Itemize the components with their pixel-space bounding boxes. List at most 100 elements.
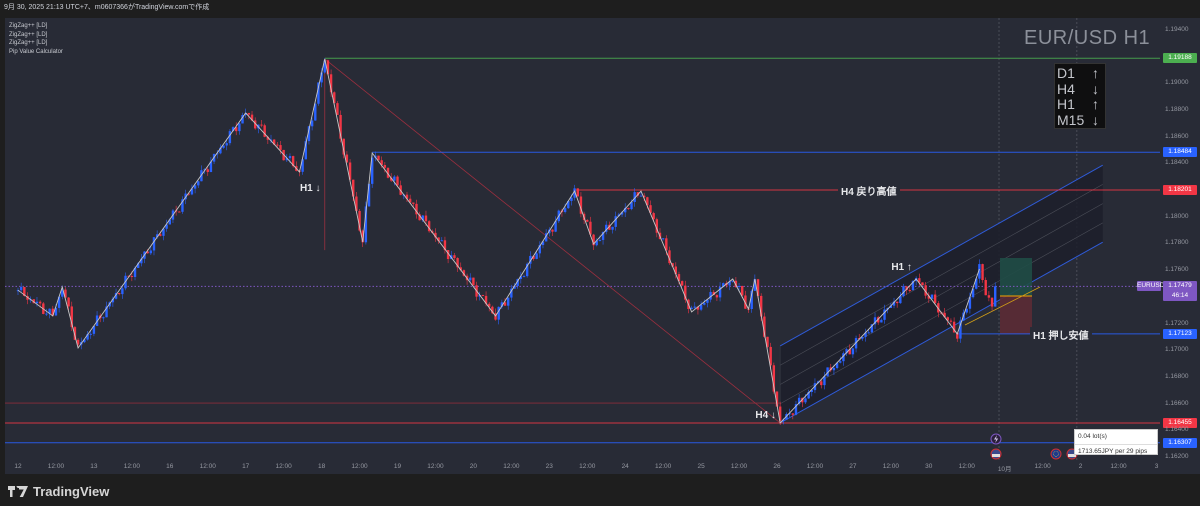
candle (854, 335, 858, 353)
candle-body (266, 136, 270, 140)
tradingview-logo[interactable]: TradingView (8, 484, 109, 499)
price-level-label: 1.16455 (1163, 417, 1197, 428)
legend-item[interactable]: ZigZag++ [LD] (9, 40, 48, 46)
candle (519, 271, 523, 284)
candle-body (86, 334, 89, 340)
candle-body (434, 232, 437, 238)
candle-body (393, 176, 396, 181)
candle-body (665, 238, 668, 251)
candle-body (386, 167, 390, 178)
time-tick: 25 (697, 463, 705, 470)
candle-body (190, 188, 194, 195)
time-tick: 17 (242, 463, 250, 470)
legend-item[interactable]: ZigZag++ [LD] (9, 31, 48, 38)
candle (696, 306, 700, 315)
price-axis[interactable] (1160, 18, 1200, 474)
candle (899, 292, 902, 304)
tf-label: D1 (1057, 65, 1075, 81)
candle-body (589, 221, 592, 235)
candle (655, 217, 659, 238)
candle (766, 336, 769, 349)
channel-lower-line (779, 241, 1103, 424)
candle-body (102, 317, 105, 319)
candle-body (26, 296, 29, 300)
brand-name: TradingView (33, 484, 110, 499)
swing-annotation: H1 ↑ (891, 261, 912, 273)
time-tick: 18 (317, 463, 326, 470)
candle-body (219, 147, 222, 154)
candle (70, 301, 73, 332)
legend-item[interactable]: ZigZag++ [LD] (9, 23, 48, 29)
candle-body (348, 162, 352, 180)
candle (994, 282, 997, 307)
candle-body (930, 294, 934, 299)
chart-watermark-title: EUR/USD H1 (1024, 27, 1151, 49)
time-tick: 12:00 (427, 463, 444, 470)
eu-stars (1053, 451, 1059, 457)
candle (981, 263, 984, 283)
candle (57, 296, 61, 313)
arrow-up-icon: ↑ (1092, 65, 1099, 81)
candle (753, 274, 757, 291)
candle-body (427, 221, 431, 232)
candle-body (608, 224, 611, 230)
time-tick: 24 (621, 463, 629, 470)
candle-body (614, 216, 617, 227)
candle-body (377, 155, 380, 161)
candle (45, 308, 48, 316)
candle-body (734, 280, 738, 287)
price-level-label: 1.17123 (1163, 328, 1197, 339)
candle-body (342, 138, 345, 155)
candle (535, 250, 538, 260)
candle-body (19, 286, 23, 291)
candle (235, 122, 238, 136)
candle-body (472, 277, 475, 286)
candle-body (459, 267, 462, 271)
candle-body (905, 286, 908, 291)
candle-body (57, 296, 61, 308)
time-tick: 12:00 (123, 463, 140, 470)
candle-body (367, 183, 371, 207)
price-tick: 1.18000 (1165, 212, 1189, 220)
symbol-label: EURUSD (1137, 281, 1165, 292)
candle-body (778, 406, 782, 421)
candle (538, 241, 542, 258)
candle-body (627, 208, 630, 210)
candle (624, 203, 627, 217)
candle (794, 400, 798, 416)
candle (807, 389, 810, 399)
candle (162, 228, 165, 241)
candle-body (788, 413, 791, 415)
candle (446, 249, 450, 264)
candle-body (241, 114, 244, 124)
candle (949, 318, 953, 325)
price-tick: 1.18800 (1165, 106, 1189, 114)
candle-body (105, 306, 108, 318)
candle (95, 311, 99, 327)
candle-body (541, 241, 545, 246)
candle-body (861, 336, 864, 339)
candle-body (421, 215, 424, 221)
candle (140, 253, 143, 267)
candle-body (478, 294, 481, 297)
candle (791, 413, 795, 420)
candle (453, 253, 456, 261)
candle-body (361, 230, 364, 243)
candle-body (978, 264, 981, 279)
candle (908, 285, 912, 293)
candle-body (48, 308, 51, 314)
candle (668, 246, 671, 265)
candle-body (804, 398, 807, 403)
candle-body (187, 193, 190, 195)
candle-body (994, 286, 997, 307)
candle (187, 193, 190, 196)
candle-body (551, 229, 554, 232)
candle (734, 276, 738, 288)
legend-item[interactable]: Pip Value Calculator (9, 48, 63, 55)
candle (693, 302, 696, 310)
candle-body (880, 319, 883, 323)
candle (491, 305, 494, 315)
candle-body (987, 295, 991, 298)
candle (522, 274, 526, 278)
